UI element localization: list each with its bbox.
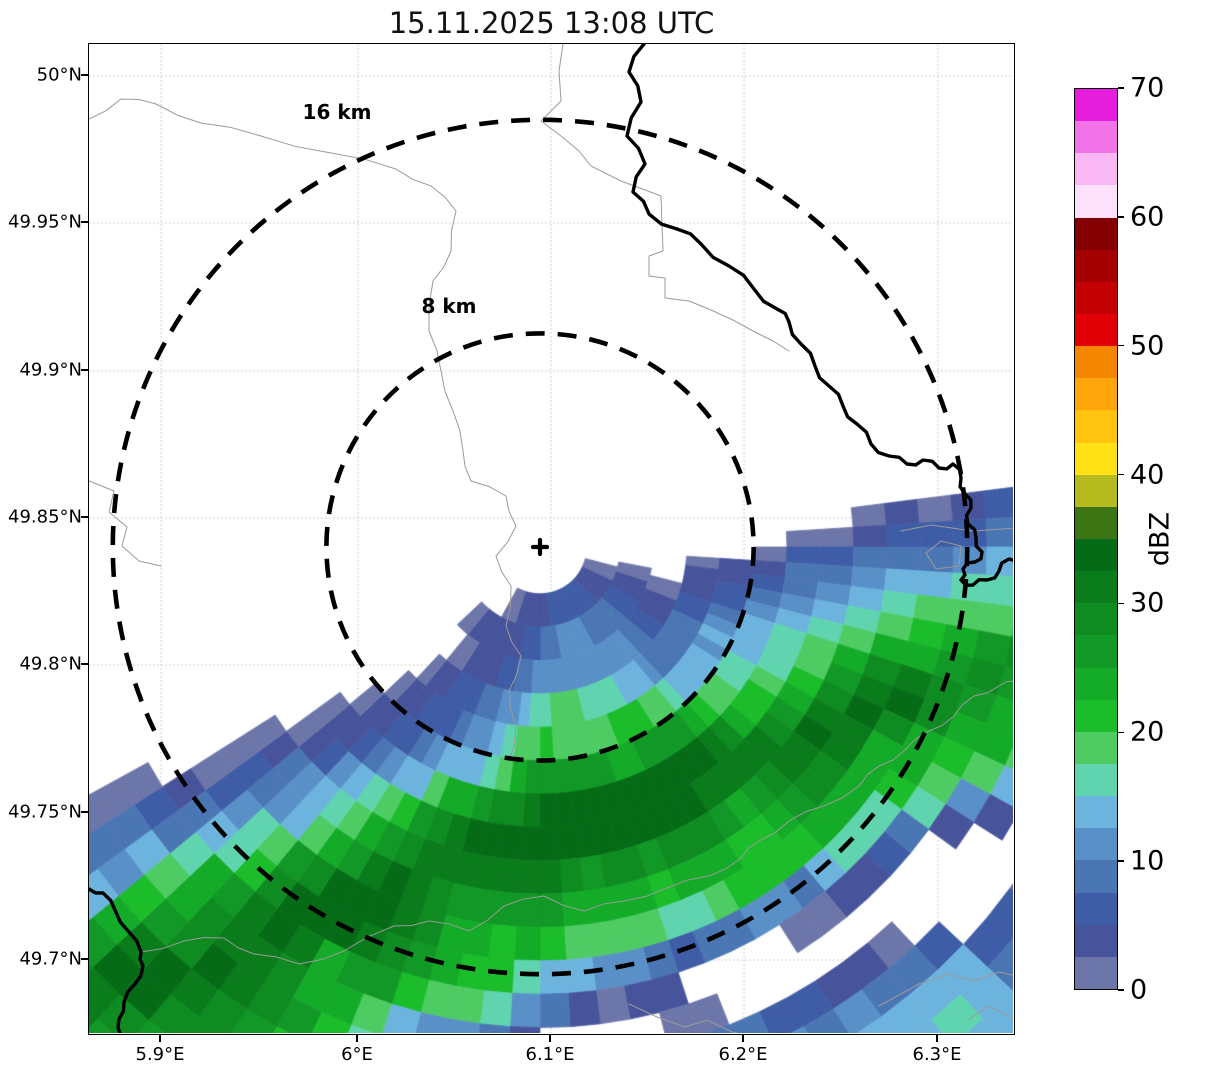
y-tick-mark: [81, 663, 88, 665]
y-tick-label: 49.9°N: [19, 359, 82, 381]
colorbar-tick-label: 10: [1130, 845, 1165, 877]
colorbar-segment: [1075, 346, 1117, 379]
colorbar-segment: [1075, 185, 1117, 218]
admin-boundary-line: [89, 480, 162, 567]
colorbar-segment: [1075, 796, 1117, 829]
colorbar-tick-label: 50: [1130, 330, 1165, 362]
admin-boundary-line: [540, 44, 790, 352]
page-title: 15.11.2025 13:08 UTC: [388, 6, 715, 40]
colorbar-segment: [1075, 249, 1117, 282]
colorbar-segment: [1075, 603, 1117, 636]
range-ring-8km: [324, 331, 756, 763]
colorbar-segment: [1075, 956, 1117, 989]
y-tick-label: 50°N: [36, 64, 82, 86]
colorbar-segment: [1075, 763, 1117, 797]
colorbar-segment: [1075, 378, 1117, 411]
y-tick-label: 49.95°N: [8, 211, 82, 233]
colorbar-segment: [1075, 828, 1117, 861]
colorbar-tick-mark: [1118, 602, 1124, 605]
y-tick-label: 49.75°N: [8, 801, 82, 823]
y-tick-mark: [81, 221, 88, 223]
colorbar-tick-mark: [1118, 860, 1124, 862]
colorbar-segment: [1075, 731, 1117, 764]
y-tick-mark: [81, 811, 88, 813]
x-tick-mark: [936, 1035, 938, 1042]
x-tick-mark: [356, 1035, 358, 1042]
x-tick-label: 5.9°E: [135, 1044, 185, 1065]
map-overlay: [89, 44, 1013, 1033]
colorbar-tick-label: 70: [1130, 72, 1165, 104]
admin-boundary-line: [628, 1003, 739, 1033]
colorbar-segment: [1075, 538, 1117, 572]
country-border-line: [89, 887, 145, 1033]
colorbar-segment: [1075, 217, 1117, 250]
colorbar-tick-mark: [1118, 989, 1124, 991]
x-tick-label: 6°E: [341, 1044, 373, 1065]
colorbar-tick-mark: [1118, 473, 1124, 476]
y-tick-mark: [81, 958, 88, 960]
admin-boundary-line: [968, 1005, 1013, 1022]
colorbar-segment: [1075, 281, 1117, 314]
colorbar-segment: [1075, 474, 1117, 507]
colorbar-segment: [1075, 313, 1117, 347]
y-tick-mark: [81, 516, 88, 518]
radar-echo-layer: [89, 44, 1013, 1033]
colorbar-segment: [1075, 410, 1117, 443]
admin-boundary-line: [925, 540, 962, 570]
y-tick-label: 49.85°N: [8, 506, 82, 528]
colorbar-tick-label: 0: [1130, 974, 1148, 1006]
colorbar: [1074, 88, 1118, 990]
radar-map: 16 km 8 km: [88, 43, 1015, 1035]
y-tick-mark: [81, 74, 88, 76]
x-tick-label: 6.1°E: [525, 1044, 575, 1065]
colorbar-segment: [1075, 89, 1117, 122]
admin-boundary-line: [900, 524, 1013, 532]
range-ring-16km: [110, 117, 970, 977]
colorbar-segment: [1075, 442, 1117, 475]
colorbar-tick-mark: [1118, 87, 1124, 89]
colorbar-segment: [1075, 153, 1117, 186]
x-tick-label: 6.3°E: [912, 1044, 962, 1065]
admin-boundary-line: [89, 98, 522, 762]
admin-boundary-line: [878, 971, 1013, 1007]
colorbar-tick-mark: [1118, 731, 1124, 733]
x-tick-mark: [742, 1035, 744, 1042]
range-ring-label-8km: 8 km: [421, 294, 477, 318]
colorbar-tick-label: 40: [1130, 459, 1165, 491]
x-tick-label: 6.2°E: [718, 1044, 768, 1065]
colorbar-tick-mark: [1118, 345, 1124, 347]
y-tick-mark: [81, 369, 88, 371]
colorbar-segment: [1075, 699, 1117, 732]
colorbar-tick-mark: [1118, 216, 1124, 218]
range-ring-label-16km: 16 km: [302, 100, 372, 124]
y-tick-label: 49.8°N: [19, 653, 82, 675]
colorbar-tick-label: 20: [1130, 716, 1165, 748]
colorbar-tick-label: 30: [1130, 587, 1165, 619]
colorbar-segment: [1075, 892, 1117, 925]
colorbar-tick-label: 60: [1130, 201, 1165, 233]
x-tick-mark: [159, 1035, 161, 1042]
colorbar-segment: [1075, 506, 1117, 539]
admin-boundary-line: [140, 680, 1013, 965]
colorbar-title: dBZ: [1144, 511, 1176, 567]
country-border-line: [625, 44, 1013, 587]
colorbar-segment: [1075, 571, 1117, 604]
y-tick-label: 49.7°N: [19, 948, 82, 970]
x-tick-mark: [549, 1035, 551, 1042]
colorbar-segment: [1075, 860, 1117, 893]
colorbar-segment: [1075, 635, 1117, 668]
colorbar-segment: [1075, 121, 1117, 154]
colorbar-segment: [1075, 667, 1117, 700]
colorbar-segment: [1075, 924, 1117, 957]
